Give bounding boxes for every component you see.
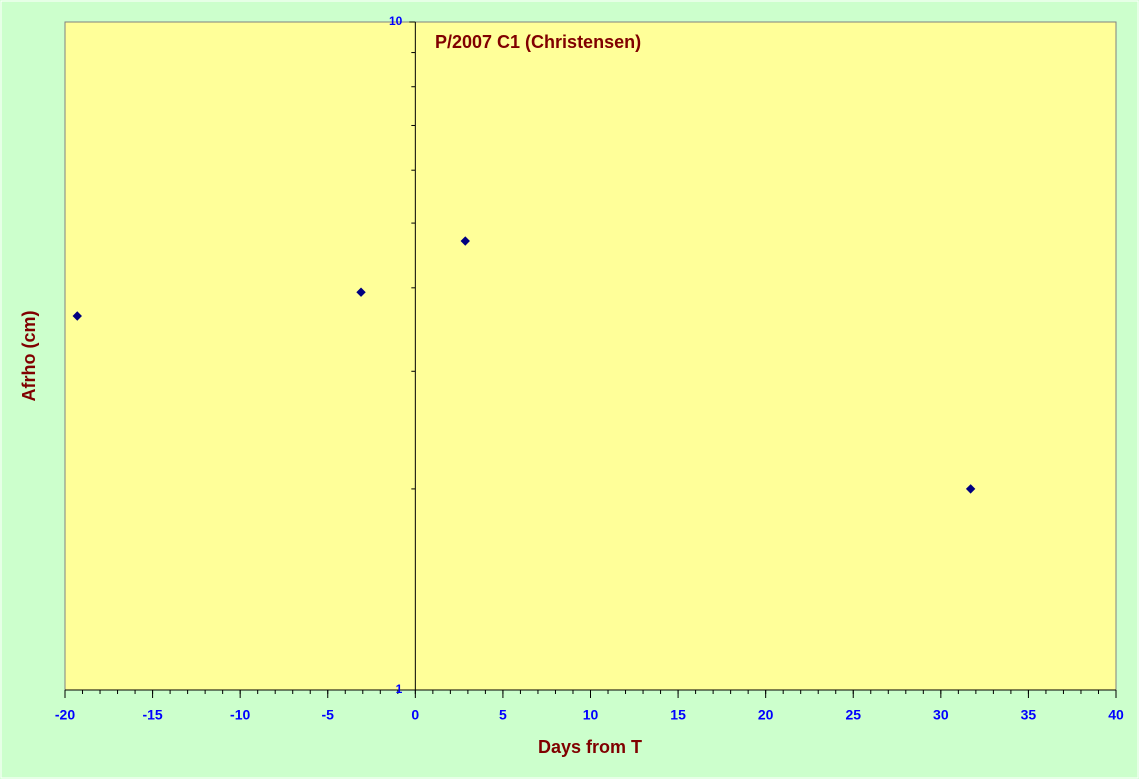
data-point (965, 484, 976, 494)
y-tick-label: 1 (396, 682, 403, 696)
y-tick-label: 10 (389, 14, 403, 28)
x-tick-label: 20 (758, 707, 774, 723)
x-axis-title: Days from T (538, 737, 642, 757)
x-tick-label: 15 (670, 707, 686, 723)
plot-area (64, 21, 1117, 691)
x-tick-label: -20 (55, 707, 75, 723)
chart-title: P/2007 C1 (Christensen) (435, 32, 641, 52)
y-axis-title: Afrho (cm) (19, 311, 39, 402)
x-tick-label: 25 (845, 707, 861, 723)
x-tick-label: 0 (411, 707, 419, 723)
x-tick-label: -10 (230, 707, 250, 723)
x-tick-label: -5 (322, 707, 335, 723)
data-point (356, 287, 366, 297)
data-point (72, 311, 82, 321)
x-tick-label: 30 (933, 707, 949, 723)
x-tick-label: 10 (583, 707, 599, 723)
x-tick-label: -15 (142, 707, 162, 723)
data-point (460, 236, 470, 246)
x-tick-label: 40 (1108, 707, 1124, 723)
x-tick-label: 35 (1021, 707, 1037, 723)
x-tick-label: 5 (499, 707, 507, 723)
